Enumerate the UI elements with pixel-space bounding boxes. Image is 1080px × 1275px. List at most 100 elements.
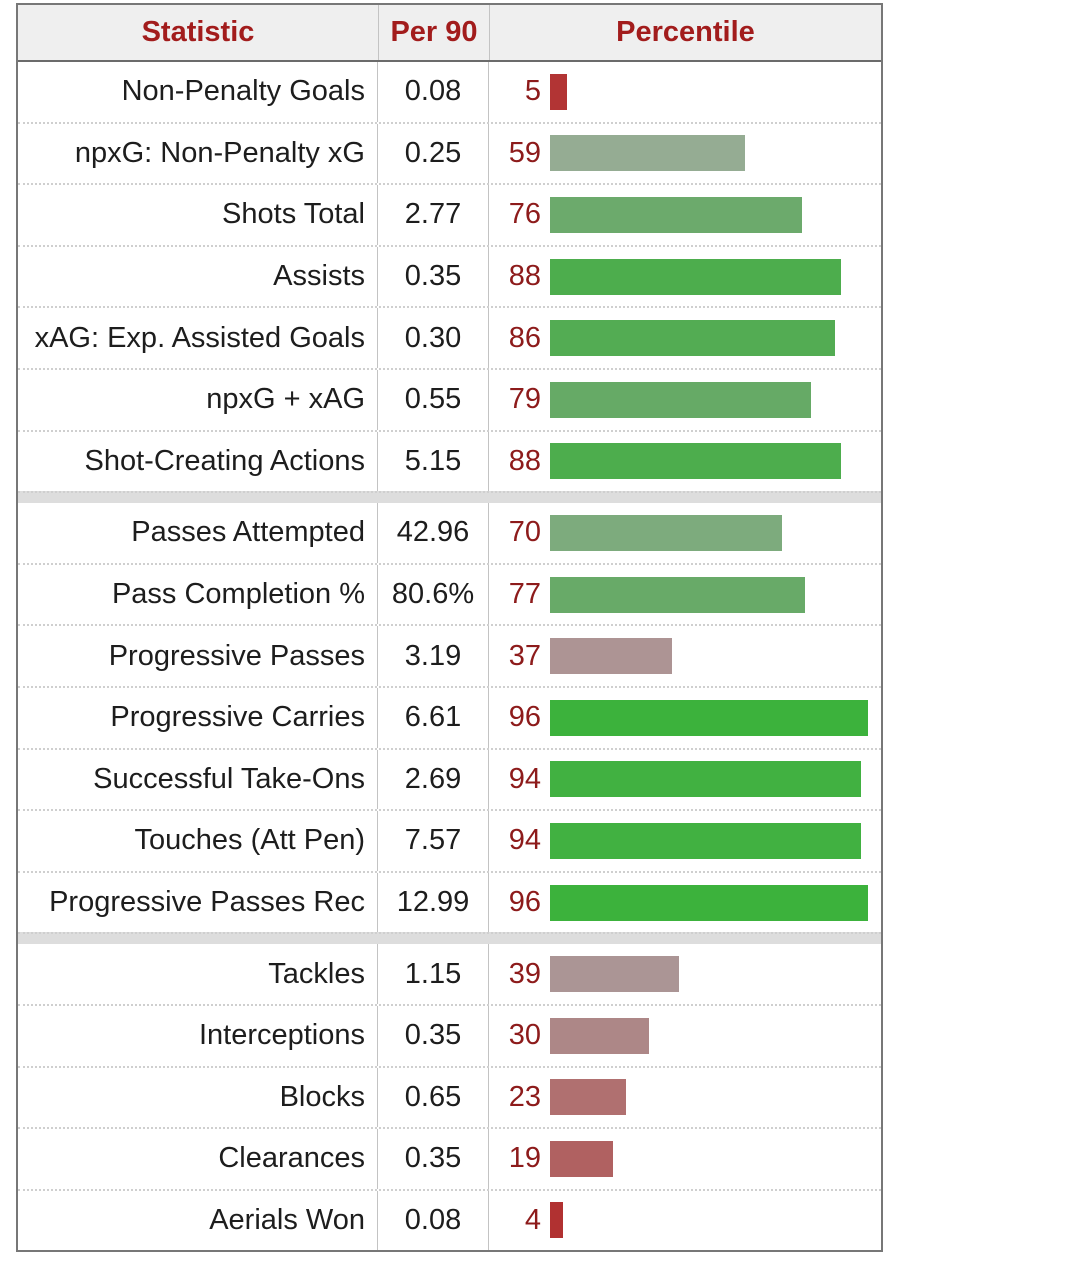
- per90-value: 3.19: [378, 626, 489, 686]
- per90-value: 7.57: [378, 811, 489, 871]
- table-row: Progressive Carries 6.61 96: [18, 685, 881, 748]
- percentile-cell: 59: [489, 124, 881, 184]
- per90-value: 6.61: [378, 687, 489, 748]
- percentile-bar-track: [550, 822, 881, 859]
- percentile-bar-track: [550, 381, 881, 418]
- table-row: Tackles 1.15 39: [18, 944, 881, 1004]
- percentile-value: 4: [524, 1203, 541, 1236]
- percentile-cell: 37: [489, 626, 881, 686]
- percentile-bar-track: [550, 1079, 881, 1116]
- per90-value: 80.6%: [378, 564, 489, 625]
- percentile-bar-track: [550, 1017, 881, 1054]
- percentile-bar-track: [550, 514, 881, 551]
- percentile-value: 94: [508, 762, 541, 795]
- table-row: npxG: Non-Penalty xG 0.25 59: [18, 121, 881, 184]
- percentile-bar: [550, 1079, 627, 1116]
- percentile-value: 59: [508, 136, 541, 169]
- percentile-bar: [550, 822, 862, 859]
- per90-value: 0.65: [378, 1067, 489, 1128]
- percentile-bar: [550, 196, 802, 233]
- per90-value: 12.99: [378, 872, 489, 933]
- percentile-value: 39: [508, 957, 541, 990]
- table-row: Shots Total 2.77 76: [18, 183, 881, 245]
- percentile-value: 37: [508, 639, 541, 672]
- header-percentile: Percentile: [616, 16, 755, 48]
- table-row: npxG + xAG 0.55 79: [18, 367, 881, 430]
- percentile-cell: 88: [489, 247, 881, 307]
- per90-value: 42.96: [378, 503, 489, 563]
- per90-value: 0.55: [378, 369, 489, 430]
- table-row: Passes Attempted 42.96 70: [18, 503, 881, 563]
- percentile-bar-track: [550, 761, 881, 798]
- percentile-bar: [550, 1202, 564, 1239]
- per90-value: 0.35: [378, 246, 489, 307]
- percentile-bar-track: [550, 258, 881, 295]
- stat-label: Progressive Carries: [18, 687, 378, 748]
- percentile-bar: [550, 1140, 613, 1177]
- percentile-bar: [550, 884, 868, 921]
- per90-value: 2.77: [378, 185, 489, 245]
- percentile-value: 19: [508, 1142, 541, 1175]
- per90-value: 0.35: [378, 1129, 489, 1189]
- table-row: Pass Completion % 80.6% 77: [18, 562, 881, 625]
- stat-label: Tackles: [18, 944, 378, 1004]
- percentile-cell: 4: [489, 1191, 881, 1251]
- table-row: Clearances 0.35 19: [18, 1127, 881, 1189]
- stat-label: Successful Take-Ons: [18, 749, 378, 810]
- stat-label: Shots Total: [18, 185, 378, 245]
- percentile-bar-track: [550, 638, 881, 675]
- percentile-value: 86: [508, 321, 541, 354]
- table-row: Progressive Passes 3.19 37: [18, 624, 881, 686]
- percentile-bar: [550, 1017, 650, 1054]
- percentile-cell: 39: [489, 944, 881, 1004]
- percentile-bar: [550, 576, 805, 613]
- stat-label: xAG: Exp. Assisted Goals: [18, 308, 378, 368]
- stat-label: Clearances: [18, 1129, 378, 1189]
- percentile-cell: 5: [489, 62, 881, 122]
- percentile-value: 23: [508, 1080, 541, 1113]
- table-row: Successful Take-Ons 2.69 94: [18, 747, 881, 810]
- table-row: Touches (Att Pen) 7.57 94: [18, 809, 881, 871]
- percentile-cell: 86: [489, 308, 881, 368]
- percentile-value: 5: [524, 75, 541, 108]
- per90-value: 5.15: [378, 431, 489, 492]
- table-row: Progressive Passes Rec 12.99 96: [18, 870, 881, 933]
- percentile-cell: 96: [489, 873, 881, 933]
- percentile-bar-track: [550, 1140, 881, 1177]
- percentile-bar: [550, 135, 746, 172]
- section-separator: [18, 491, 881, 504]
- per90-value: 2.69: [378, 749, 489, 810]
- percentile-value: 94: [508, 824, 541, 857]
- table-row: Aerials Won 0.08 4: [18, 1188, 881, 1251]
- percentile-cell: 77: [489, 565, 881, 625]
- percentile-bar: [550, 699, 868, 736]
- percentile-cell: 94: [489, 811, 881, 871]
- percentile-cell: 70: [489, 503, 881, 563]
- percentile-value: 88: [508, 444, 541, 477]
- percentile-value: 77: [508, 578, 541, 611]
- percentile-bar-track: [550, 320, 881, 357]
- percentile-bar-track: [550, 73, 881, 110]
- stat-label: Shot-Creating Actions: [18, 431, 378, 492]
- stat-label: Aerials Won: [18, 1190, 378, 1251]
- table-row: Shot-Creating Actions 5.15 88: [18, 429, 881, 492]
- per90-value: 0.08: [378, 1190, 489, 1251]
- per90-value: 0.35: [378, 1005, 489, 1066]
- percentile-cell: 23: [489, 1068, 881, 1128]
- header-statistic: Statistic: [18, 5, 379, 60]
- stat-label: Blocks: [18, 1067, 378, 1128]
- stat-label: Assists: [18, 246, 378, 307]
- percentile-bar: [550, 381, 812, 418]
- percentile-value: 76: [508, 198, 541, 231]
- percentile-value: 96: [508, 886, 541, 919]
- percentile-bar-track: [550, 443, 881, 480]
- table-row: Interceptions 0.35 30: [18, 1003, 881, 1066]
- table-row: Non-Penalty Goals 0.08 5: [18, 62, 881, 122]
- header-per90: Per 90: [379, 5, 490, 60]
- stat-label: Non-Penalty Goals: [18, 62, 378, 122]
- stat-label: Touches (Att Pen): [18, 811, 378, 871]
- table-row: xAG: Exp. Assisted Goals 0.30 86: [18, 306, 881, 368]
- percentile-bar: [550, 514, 782, 551]
- scouting-report-table: Statistic Per 90 Percentile Non-Penalty …: [16, 3, 883, 1253]
